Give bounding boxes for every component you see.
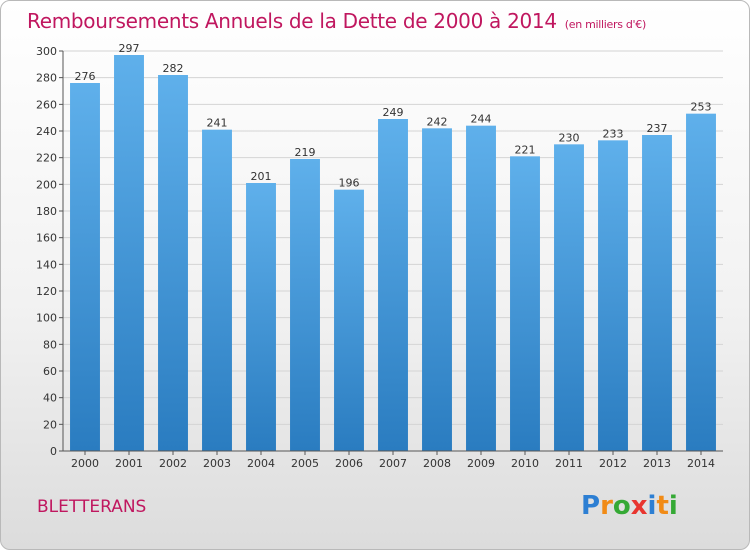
bar-2013 <box>642 135 672 451</box>
x-tick-label-2008: 2008 <box>423 457 451 470</box>
y-tick-label: 280 <box>36 72 57 85</box>
bar-2011 <box>554 144 584 452</box>
data-label-2005: 219 <box>295 146 316 159</box>
y-tick-label: 260 <box>36 98 57 111</box>
y-tick-label: 300 <box>36 45 57 58</box>
y-tick-label: 80 <box>43 338 57 351</box>
x-tick-label-2005: 2005 <box>291 457 319 470</box>
bar-2004 <box>246 183 276 451</box>
bar-2006 <box>334 189 364 451</box>
data-label-2013: 237 <box>647 122 668 135</box>
data-label-2000: 276 <box>75 70 96 83</box>
data-label-2007: 249 <box>383 106 404 119</box>
y-tick-label: 140 <box>36 258 57 271</box>
data-label-2010: 221 <box>515 143 536 156</box>
bar-2003 <box>202 129 232 451</box>
logo-letter: P <box>581 491 601 521</box>
commune-name: BLETTERANS <box>37 497 147 517</box>
bar-2002 <box>158 75 188 451</box>
x-tick-label-2014: 2014 <box>687 457 715 470</box>
data-label-2011: 230 <box>559 131 580 144</box>
y-tick-label: 60 <box>43 365 57 378</box>
x-tick-label-2010: 2010 <box>511 457 539 470</box>
logo-letter: o <box>612 491 631 521</box>
data-label-2014: 253 <box>691 101 712 114</box>
bar-2010 <box>510 156 540 452</box>
y-tick-label: 40 <box>43 392 57 405</box>
y-tick-label: 220 <box>36 152 57 165</box>
x-tick-label-2000: 2000 <box>71 457 99 470</box>
bars: 276 297 282 241 201 219 196 249 242 244 221 230 233 2… <box>70 42 716 452</box>
x-tick-label-2007: 2007 <box>379 457 407 470</box>
x-tick-label-2003: 2003 <box>203 457 231 470</box>
data-label-2012: 233 <box>603 127 624 140</box>
x-tick-label-2013: 2013 <box>643 457 671 470</box>
chart-title: Remboursements Annuels de la Dette de 20… <box>27 9 646 33</box>
data-label-2009: 244 <box>471 113 492 126</box>
y-tick-label: 0 <box>50 445 57 458</box>
data-label-2004: 201 <box>251 170 272 183</box>
x-tick-label-2009: 2009 <box>467 457 495 470</box>
y-tick-label: 180 <box>36 205 57 218</box>
bar-2007 <box>378 119 408 451</box>
logo-letter: x <box>630 491 648 521</box>
logo-letter: i <box>668 491 678 521</box>
y-axis: 0 20 40 60 80 100 120 140 160 180 200 220 240 260 280 3… <box>36 45 64 458</box>
data-label-2008: 242 <box>427 115 448 128</box>
bar-2008 <box>422 128 452 451</box>
chart-title-unit: (en milliers d'€) <box>564 18 646 31</box>
y-tick-label: 240 <box>36 125 57 138</box>
y-tick-label: 200 <box>36 178 57 191</box>
x-tick-label-2004: 2004 <box>247 457 275 470</box>
logo-letter: t <box>656 491 669 521</box>
bar-2000 <box>70 83 100 451</box>
chart-title-text: Remboursements Annuels de la Dette de 20… <box>27 9 557 33</box>
bar-2001 <box>114 55 144 451</box>
data-label-2006: 196 <box>339 177 360 190</box>
bar-2012 <box>598 140 628 452</box>
bar-2009 <box>466 125 496 452</box>
bar-2005 <box>290 159 320 451</box>
logo-letter: r <box>600 491 613 521</box>
logo-letter: i <box>647 491 657 521</box>
bar-2014 <box>686 113 716 452</box>
x-axis: 2000 2001 2002 2003 2004 2005 2006 2007 2008 2009… <box>63 450 723 470</box>
x-tick-label-2006: 2006 <box>335 457 363 470</box>
y-tick-label: 100 <box>36 312 57 325</box>
x-tick-label-2002: 2002 <box>159 457 187 470</box>
proxiti-logo: Proxiti <box>581 491 678 521</box>
data-label-2001: 297 <box>119 42 140 55</box>
data-label-2003: 241 <box>207 117 228 130</box>
y-tick-label: 20 <box>43 418 57 431</box>
x-tick-label-2012: 2012 <box>599 457 627 470</box>
y-tick-label: 160 <box>36 232 57 245</box>
data-label-2002: 282 <box>163 62 184 75</box>
x-tick-label-2011: 2011 <box>555 457 583 470</box>
y-tick-label: 120 <box>36 285 57 298</box>
x-tick-label-2001: 2001 <box>115 457 143 470</box>
